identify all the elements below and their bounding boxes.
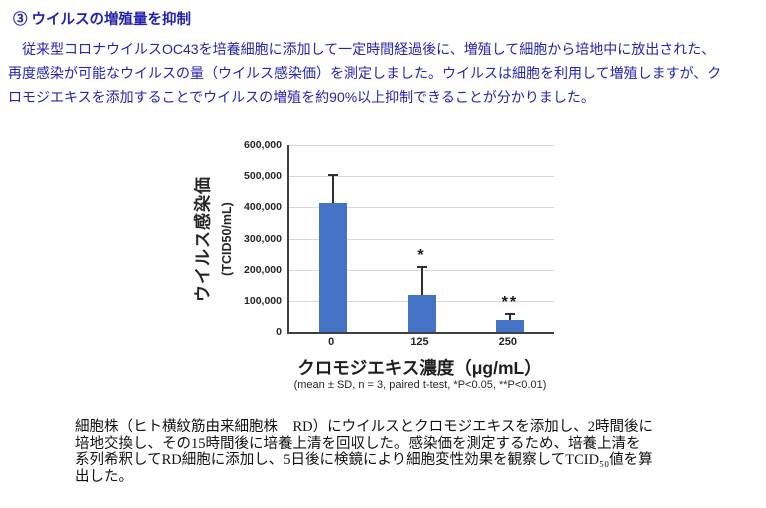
text-line: 培地交換し、その15時間後に培養上清を回収した。感染価を測定するため、培養上清を	[75, 435, 641, 452]
error-bar-cap	[328, 174, 339, 177]
y-tick-label: 100,000	[244, 294, 282, 307]
x-tick-label: 250	[498, 336, 517, 348]
x-tick-label: 0	[328, 336, 335, 348]
error-bar	[332, 176, 335, 203]
bar-chart: ウイルス感染価 (TCID50/mL) 0 100,000 200,000 300,0…	[185, 133, 605, 405]
bar-125	[407, 294, 436, 332]
text-line: 再度感染が可能なウイルスの量（ウイルス感染価）を測定しました。ウイルスは細胞を利…	[8, 65, 722, 81]
method-caption: 細胞株（ヒト横紋筋由来細胞株 RD）にウイルスとクロモジエキスを添加し、2時間後…	[75, 419, 715, 485]
chart-footnote: (mean ± SD, n = 3, paired t-test, *P<0.0…	[293, 379, 547, 391]
significance-marker: *	[417, 246, 426, 264]
y-axis-ticks: 0 100,000 200,000 300,000 400,000 500,000 600,…	[185, 139, 282, 338]
y-tick-label: 0	[276, 326, 282, 338]
x-axis-ticks: 0 125 250	[287, 336, 552, 352]
error-bar	[420, 267, 423, 295]
gridline	[289, 176, 554, 178]
x-axis-title: クロモジエキス濃度（μg/mL）	[297, 358, 542, 378]
significance-marker: **	[501, 293, 519, 311]
intro-paragraph: 従来型コロナウイルスOC43を培養細胞に添加して一定時間経過後に、増殖して細胞か…	[8, 37, 764, 109]
text-line: 従来型コロナウイルスOC43を培養細胞に添加して一定時間経過後に、増殖して細胞か…	[8, 41, 716, 57]
y-tick-label: 400,000	[244, 201, 282, 214]
chart-plot: * **	[287, 145, 554, 334]
y-tick-label: 600,000	[244, 139, 282, 151]
error-bar-cap	[416, 265, 427, 268]
bar-250	[495, 319, 524, 332]
text-line: 出した。	[75, 468, 133, 485]
text-line: ロモジエキスを添加することでウイルスの増殖を約90%以上抑制できることが分かりま…	[8, 89, 595, 105]
bar-0	[319, 202, 348, 332]
y-tick-label: 300,000	[244, 232, 282, 245]
gridline	[289, 238, 554, 240]
text-line: 細胞株（ヒト横紋筋由来細胞株 RD）にウイルスとクロモジエキスを添加し、2時間後…	[75, 419, 653, 435]
gridline	[289, 207, 554, 209]
y-tick-label: 200,000	[244, 263, 282, 276]
y-tick-label: 500,000	[244, 170, 282, 183]
section-heading: ③ ウイルスの増殖量を抑制	[13, 12, 192, 28]
x-tick-label: 125	[410, 336, 429, 348]
error-bar-cap	[504, 312, 515, 315]
text-line: 系列希釈してRD細胞に添加し、5日後に検鏡により細胞変性効果を観察してTCID₅…	[75, 452, 653, 468]
gridline	[289, 145, 554, 146]
error-bar	[508, 314, 511, 320]
